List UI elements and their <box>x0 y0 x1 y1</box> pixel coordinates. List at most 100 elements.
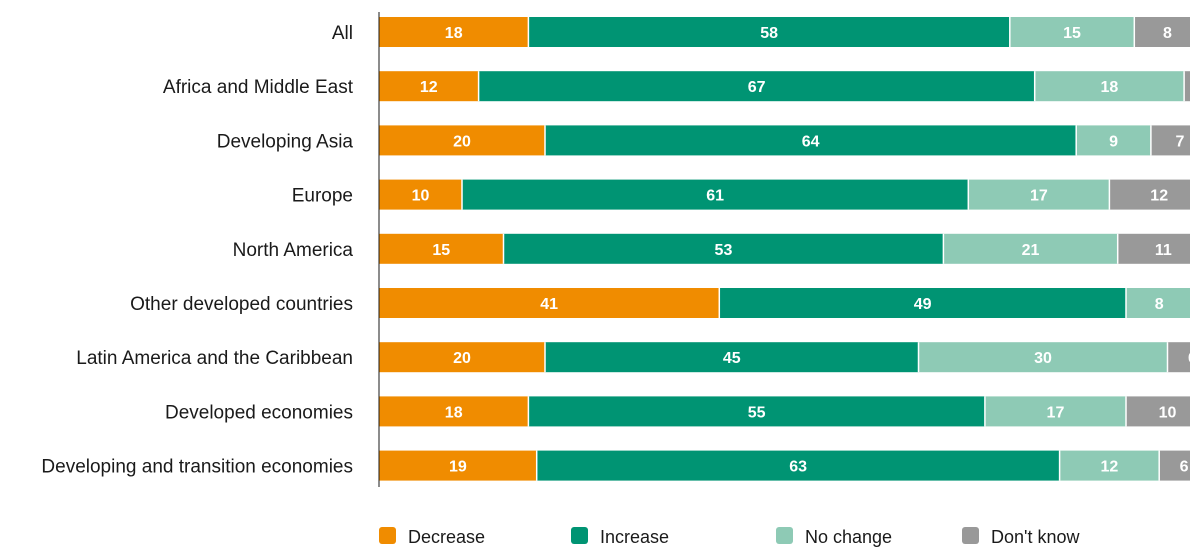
bar-developed-economies-increase <box>528 396 985 427</box>
bar-all-no-change <box>1009 17 1135 47</box>
bar-europe-don-t-know <box>1109 179 1190 210</box>
legend-label-increase: Increase <box>600 527 669 547</box>
category-label-other-developed-countries: Other developed countries <box>130 294 353 315</box>
legend-swatch-no-change <box>776 527 793 544</box>
bar-developed-economies-decrease <box>379 396 529 427</box>
bar-north-america-decrease <box>379 233 504 264</box>
bar-developing-asia-no-change <box>1076 125 1151 156</box>
category-label-developing-asia: Developing Asia <box>217 131 354 152</box>
data-label-developing-asia-don-t-know: 7 <box>1175 133 1184 150</box>
bar-africa-and-middle-east-increase <box>478 71 1035 102</box>
legend-item-don-t-know: Don't know <box>962 527 1080 547</box>
bar-north-america-increase <box>503 233 944 264</box>
data-label-developing-asia-decrease: 20 <box>453 133 471 150</box>
bar-europe-decrease <box>379 179 462 210</box>
bar-row-europe: 10 61 17 12 <box>379 179 1190 210</box>
data-label-europe-don-t-know: 12 <box>1150 188 1168 205</box>
bar-latin-america-and-the-caribbean-don-t-know <box>1167 342 1190 373</box>
data-label-other-developed-countries-increase: 49 <box>914 296 932 313</box>
data-label-developing-and-transition-economies-increase: 63 <box>789 459 807 476</box>
category-label-europe: Europe <box>292 186 353 207</box>
data-label-other-developed-countries-decrease: 41 <box>540 296 558 313</box>
bar-developing-asia-decrease <box>379 125 545 156</box>
data-label-latin-america-and-the-caribbean-no-change: 30 <box>1034 350 1052 367</box>
bar-africa-and-middle-east-decrease <box>379 71 479 102</box>
data-label-all-no-change: 15 <box>1063 25 1081 42</box>
bar-row-developing-asia: 20 64 9 7 <box>379 125 1190 156</box>
data-label-africa-and-middle-east-decrease: 12 <box>420 79 438 96</box>
legend-label-decrease: Decrease <box>408 527 485 547</box>
data-label-north-america-increase: 53 <box>715 242 733 259</box>
bar-developing-and-transition-economies-decrease <box>379 450 537 481</box>
bar-other-developed-countries-no-change <box>1126 288 1190 318</box>
bar-row-north-america: 15 53 21 11 <box>379 233 1190 264</box>
bar-latin-america-and-the-caribbean-decrease <box>379 342 545 373</box>
data-label-north-america-no-change: 21 <box>1022 242 1040 259</box>
data-label-developing-asia-no-change: 9 <box>1109 133 1118 150</box>
bar-all-decrease <box>379 17 529 47</box>
bar-north-america-no-change <box>943 233 1118 264</box>
bar-row-latin-america-and-the-caribbean: 20 45 30 6 <box>379 342 1190 373</box>
data-label-developed-economies-decrease: 18 <box>445 404 463 421</box>
category-label-africa-and-middle-east: Africa and Middle East <box>163 77 354 98</box>
bar-row-developing-and-transition-economies: 19 63 12 6 <box>379 450 1190 481</box>
bar-row-all: 18 58 15 8 <box>379 17 1190 47</box>
data-label-developing-and-transition-economies-don-t-know: 6 <box>1180 459 1189 476</box>
bar-all-don-t-know <box>1134 17 1190 47</box>
bar-africa-and-middle-east-don-t-know <box>1184 71 1190 102</box>
category-label-all: All <box>332 23 353 44</box>
data-label-africa-and-middle-east-no-change: 18 <box>1101 79 1119 96</box>
data-label-developed-economies-no-change: 17 <box>1047 404 1065 421</box>
bar-row-africa-and-middle-east: 1267183 <box>379 71 1190 102</box>
legend-item-increase: Increase <box>571 527 669 547</box>
data-label-all-don-t-know: 8 <box>1163 25 1172 42</box>
data-label-europe-decrease: 10 <box>412 188 430 205</box>
bar-developing-asia-don-t-know <box>1150 125 1190 156</box>
data-label-latin-america-and-the-caribbean-don-t-know: 6 <box>1188 350 1190 367</box>
data-label-north-america-don-t-know: 11 <box>1155 242 1172 259</box>
bar-latin-america-and-the-caribbean-no-change <box>918 342 1168 373</box>
bar-other-developed-countries-increase <box>719 288 1126 318</box>
data-label-north-america-decrease: 15 <box>432 242 450 259</box>
data-label-developing-and-transition-economies-no-change: 12 <box>1101 459 1119 476</box>
data-label-developing-asia-increase: 64 <box>802 133 820 150</box>
legend-swatch-increase <box>571 527 588 544</box>
legend-label-no-change: No change <box>805 527 892 547</box>
data-label-developed-economies-don-t-know: 10 <box>1159 404 1177 421</box>
bar-developing-and-transition-economies-no-change <box>1059 450 1160 481</box>
legend-item-no-change: No change <box>776 527 892 547</box>
bar-africa-and-middle-east-no-change <box>1034 71 1185 102</box>
bar-all-increase <box>528 17 1010 47</box>
bar-developing-and-transition-economies-don-t-know <box>1159 450 1190 481</box>
plot-area: 1858158126718320649710611712155321114149… <box>379 17 1190 481</box>
bar-developing-asia-increase <box>545 125 1077 156</box>
bar-latin-america-and-the-caribbean-increase <box>545 342 919 373</box>
data-label-developing-and-transition-economies-decrease: 19 <box>449 459 467 476</box>
category-label-latin-america-and-the-caribbean: Latin America and the Caribbean <box>76 348 353 369</box>
category-labels: All Africa and Middle East Developing Asia… <box>41 23 353 478</box>
legend: Decrease Increase No change Don't know <box>379 527 1080 547</box>
legend-item-decrease: Decrease <box>379 527 485 547</box>
legend-swatch-don-t-know <box>962 527 979 544</box>
data-label-latin-america-and-the-caribbean-decrease: 20 <box>453 350 471 367</box>
bar-row-other-developed-countries: 414983 <box>379 288 1190 318</box>
bar-europe-increase <box>462 179 969 210</box>
data-label-europe-no-change: 17 <box>1030 188 1048 205</box>
category-label-developed-economies: Developed economies <box>165 402 353 423</box>
bar-developed-economies-don-t-know <box>1126 396 1190 427</box>
legend-label-don-t-know: Don't know <box>991 527 1080 547</box>
bar-europe-no-change <box>968 179 1110 210</box>
bar-north-america-don-t-know <box>1117 233 1190 264</box>
data-label-europe-increase: 61 <box>706 188 724 205</box>
data-label-latin-america-and-the-caribbean-increase: 45 <box>723 350 741 367</box>
data-label-all-increase: 58 <box>760 25 778 42</box>
data-label-africa-and-middle-east-increase: 67 <box>748 79 766 96</box>
category-label-north-america: North America <box>233 240 354 261</box>
bar-row-developed-economies: 18 55 17 10 <box>379 396 1190 427</box>
bar-other-developed-countries-decrease <box>379 288 720 318</box>
bar-developing-and-transition-economies-increase <box>536 450 1060 481</box>
bar-developed-economies-no-change <box>984 396 1126 427</box>
data-label-developed-economies-increase: 55 <box>748 404 766 421</box>
data-label-all-decrease: 18 <box>445 25 463 42</box>
